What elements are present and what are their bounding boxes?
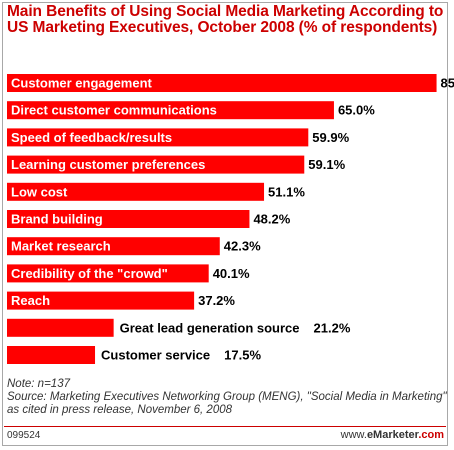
bar	[7, 182, 265, 201]
bar	[7, 237, 220, 256]
bar-label: Learning customer preferences	[11, 157, 205, 172]
bar	[7, 128, 309, 147]
bar-label: Great lead generation source	[120, 320, 300, 335]
bar	[7, 101, 334, 120]
bar	[7, 318, 114, 337]
bar-value-label: 40.1%	[213, 266, 250, 281]
chart-id: 099524	[7, 430, 41, 441]
brand-suffix: .com	[418, 429, 444, 441]
bar-value-label: 37.2%	[198, 293, 235, 308]
bar	[7, 346, 96, 364]
bar	[7, 155, 305, 174]
bar-label: Customer service	[101, 348, 210, 363]
bar-label: Customer engagement	[11, 76, 153, 91]
bar-label: Credibility of the "crowd"	[11, 266, 168, 281]
bar-label: Reach	[11, 293, 50, 308]
brand-logo: www.eMarketer.com	[341, 429, 444, 441]
bar	[7, 210, 250, 228]
bar-value-label: 42.3%	[224, 239, 261, 254]
bar-label: Speed of feedback/results	[11, 130, 172, 145]
footer-divider	[4, 426, 446, 427]
bar	[7, 291, 195, 310]
bar-label: Direct customer communications	[11, 103, 217, 118]
bar-value-label: 59.9%	[312, 130, 349, 145]
bar-chart: Customer engagement 85.4% Direct customer …	[7, 74, 454, 364]
bar-label: Low cost	[11, 184, 68, 199]
note-text: Note: n=137	[7, 378, 70, 390]
source-text: Source: Marketing Executives Networking …	[7, 391, 447, 416]
bar-value-label: 51.1%	[268, 184, 305, 199]
chart-title: Main Benefits of Using Social Media Mark…	[7, 3, 444, 36]
chart-notes: Note: n=137 Source: Marketing Executives…	[7, 378, 447, 417]
bar-value-label: 65.0%	[338, 103, 375, 118]
brand-name: eMarketer	[366, 429, 419, 441]
bar-label: Brand building	[11, 212, 103, 227]
bar-value-label: 17.5%	[224, 348, 261, 363]
bar	[7, 74, 437, 92]
bar-value-label: 21.2%	[314, 320, 351, 335]
bar	[7, 264, 209, 283]
bar-value-label: 48.2%	[253, 212, 290, 227]
bar-label: Market research	[11, 239, 111, 254]
bar-value-label: 59.1%	[308, 157, 345, 172]
bar-value-label: 85.4%	[441, 76, 454, 91]
brand-prefix: www.	[340, 429, 367, 441]
